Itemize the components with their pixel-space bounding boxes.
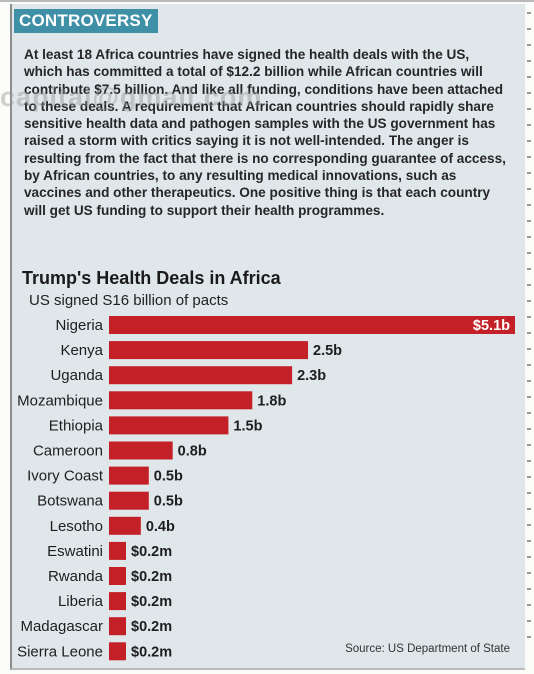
category-label: Nigeria: [55, 317, 103, 334]
chart-subtitle: US signed S16 billion of pacts: [29, 292, 229, 309]
value-label: 0.8b: [178, 444, 207, 460]
value-label: 0.5b: [154, 494, 183, 510]
source-note: Source: US Department of State: [345, 643, 510, 655]
value-label: $5.1b: [473, 318, 510, 334]
bar-madagascar: [109, 617, 126, 636]
value-label: 0.5b: [154, 469, 183, 485]
bar-cameroon: [109, 441, 173, 460]
bar-liberia: [109, 592, 126, 611]
top-rule: [0, 0, 534, 2]
value-label: $0.2m: [131, 644, 172, 660]
category-label: Rwanda: [48, 568, 104, 585]
category-label: Cameroon: [33, 443, 103, 460]
category-label: Mozambique: [17, 392, 103, 409]
category-label: Liberia: [58, 593, 104, 610]
bar-ethiopia: [109, 416, 229, 435]
category-label: Lesotho: [50, 518, 103, 535]
value-label: 1.8b: [257, 393, 286, 409]
category-label: Eswatini: [47, 543, 103, 560]
bar-botswana: [109, 491, 149, 510]
adjacent-column-edge: [527, 12, 534, 662]
value-label: $0.2m: [131, 569, 172, 585]
bar-eswatini: [109, 541, 126, 560]
category-label: Uganda: [50, 367, 103, 384]
bar-uganda: [109, 366, 293, 385]
value-label: $0.2m: [131, 594, 172, 610]
body-paragraph: At least 18 Africa countries have signed…: [24, 47, 506, 218]
section-tag: CONTROVERSY: [14, 9, 158, 33]
bar-nigeria: [109, 316, 515, 334]
chart-title: Trump's Health Deals in Africa: [22, 268, 281, 288]
value-label: $0.2m: [131, 619, 172, 635]
category-label: Sierra Leone: [17, 643, 103, 660]
bar-ivory-coast: [109, 466, 149, 485]
category-label: Ethiopia: [49, 417, 104, 434]
category-label: Botswana: [37, 493, 104, 510]
category-label: Madagascar: [20, 618, 103, 635]
bar-rwanda: [109, 567, 126, 585]
bar-kenya: [109, 341, 309, 360]
category-label: Ivory Coast: [27, 468, 104, 485]
value-label: $0.2m: [131, 544, 172, 560]
bar-sierra-leone: [109, 642, 126, 661]
bar-mozambique: [109, 391, 253, 410]
bar-lesotho: [109, 516, 141, 535]
infobox: [10, 4, 525, 670]
category-label: Kenya: [60, 342, 103, 359]
value-label: 2.3b: [297, 368, 326, 384]
value-label: 0.4b: [146, 519, 175, 535]
value-label: 1.5b: [233, 418, 262, 434]
value-label: 2.5b: [313, 343, 342, 359]
